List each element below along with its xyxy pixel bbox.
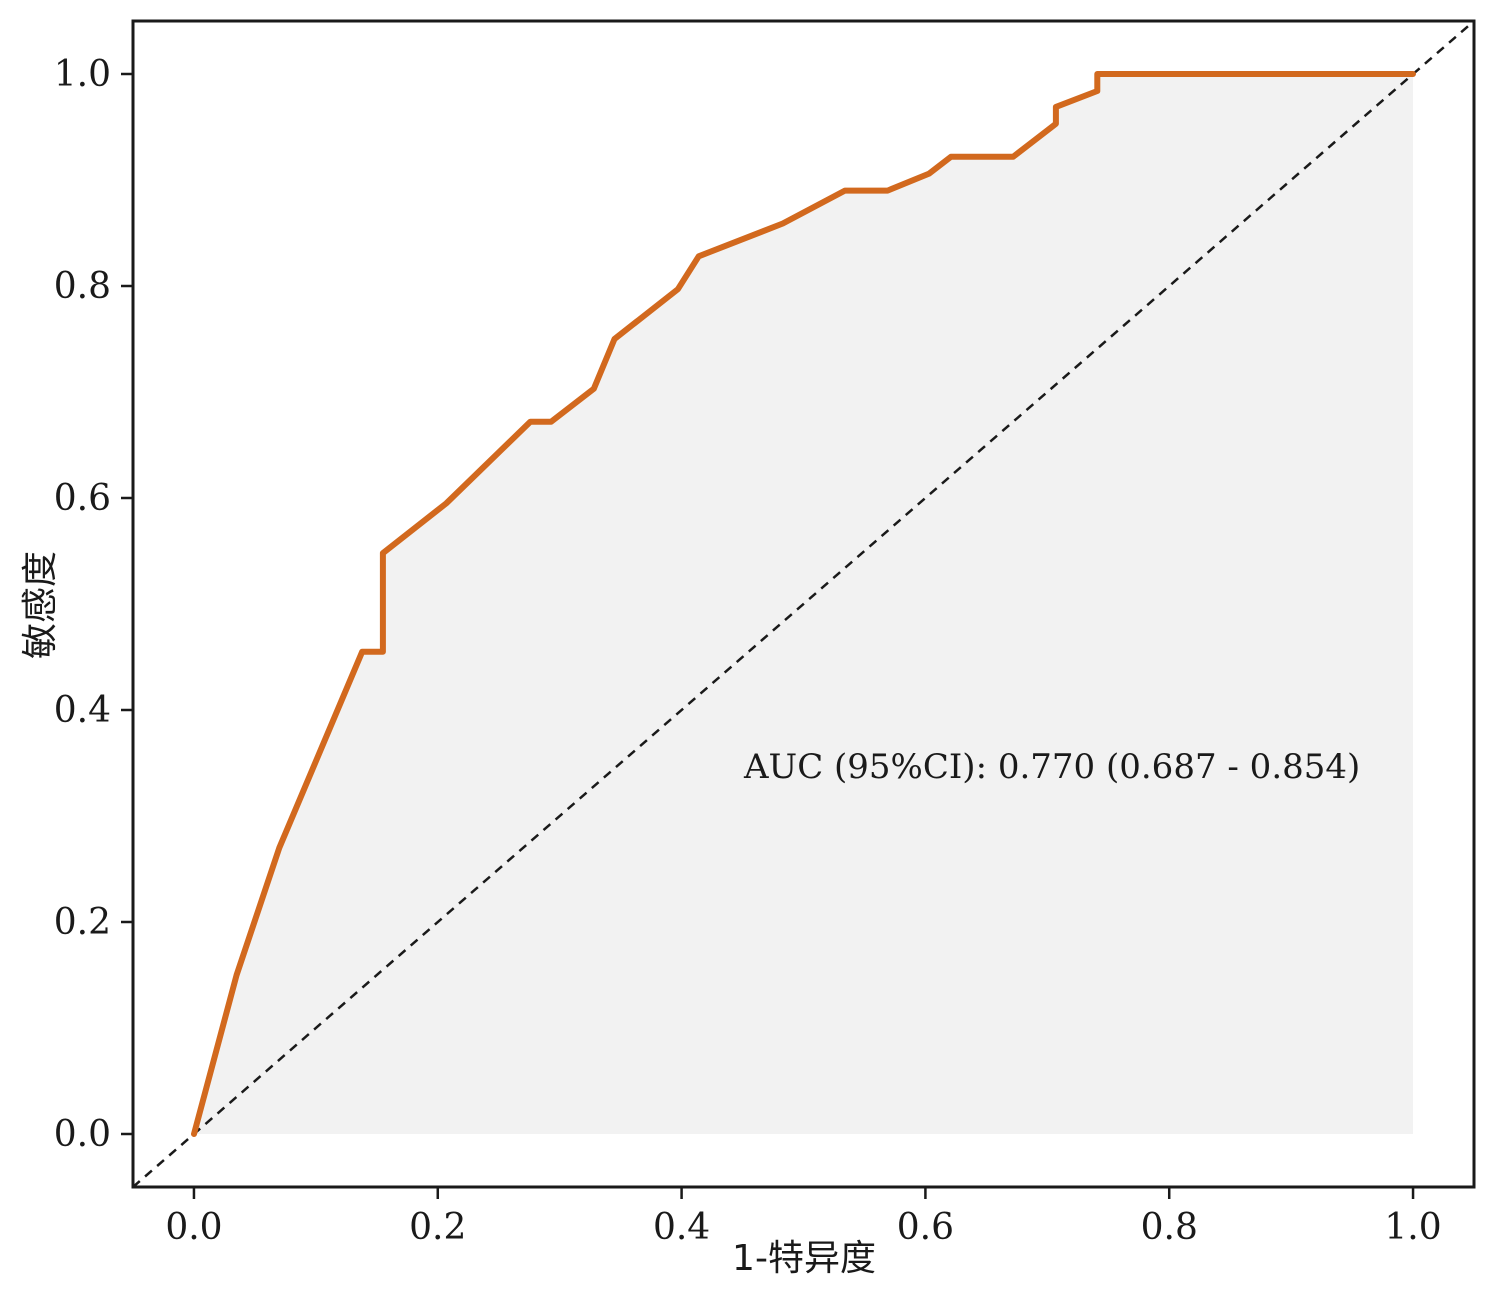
x-tick-label: 0.2	[409, 1207, 466, 1248]
roc-curve	[191, 71, 1416, 1137]
x-axis-title: 1-特异度	[732, 1238, 876, 1279]
y-tick-label: 1.0	[54, 54, 111, 95]
y-tick-label: 0.0	[54, 1114, 111, 1155]
y-axis-title: 敏感度	[20, 551, 61, 659]
plot-frame	[131, 19, 1476, 1189]
y-tick-label: 0.6	[54, 478, 111, 519]
x-tick-label: 0.6	[897, 1207, 954, 1248]
x-tick-label: 0.4	[653, 1207, 710, 1248]
x-tick-label: 0.8	[1141, 1207, 1198, 1248]
y-axis-ticks: 0.0 0.2 0.4 0.6 0.8 1.0	[54, 54, 133, 1155]
x-tick-label: 0.0	[165, 1207, 222, 1248]
auc-annotation: AUC (95%CI): 0.770 (0.687 - 0.854)	[743, 747, 1360, 787]
y-tick-label: 0.8	[54, 266, 111, 307]
series-layer	[191, 71, 1416, 1137]
reference-line-layer	[132, 20, 1475, 1188]
x-axis-ticks: 0.0 0.2 0.4 0.6 0.8 1.0	[165, 1187, 1442, 1248]
reference-diagonal-line	[132, 20, 1475, 1188]
x-tick-label: 1.0	[1384, 1207, 1441, 1248]
y-tick-label: 0.2	[54, 902, 111, 943]
y-tick-label: 0.4	[54, 690, 111, 731]
